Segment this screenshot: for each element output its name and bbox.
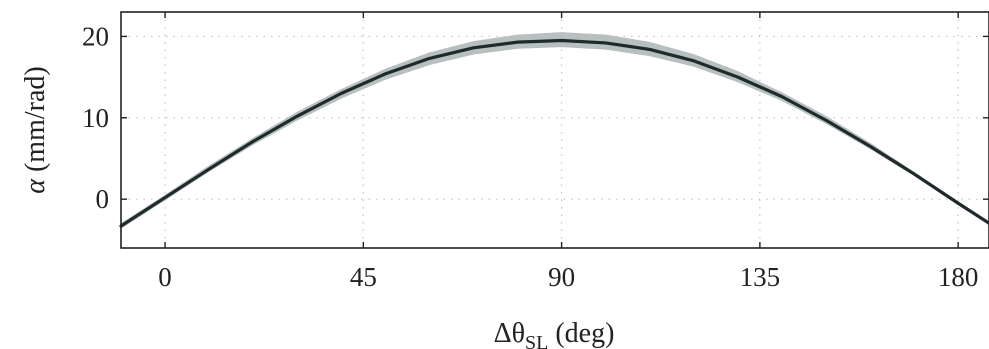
y-tick-label: 10: [82, 103, 109, 133]
y-axis: 0 10 20: [82, 21, 989, 214]
x-tick-label: 0: [158, 262, 172, 292]
uncertainty-band-area: [120, 32, 989, 229]
series-line-group: [119, 38, 989, 228]
x-tick-label: 45: [350, 262, 377, 292]
x-tick-label: 90: [548, 262, 575, 292]
uncertainty-band: [120, 32, 989, 229]
series-line: [119, 38, 989, 228]
y-axis-label: α (mm/rad): [20, 66, 51, 193]
x-tick-label: 135: [740, 262, 781, 292]
x-axis-label: ΔθSL (deg): [494, 318, 615, 349]
x-tick-label: 180: [938, 262, 979, 292]
plot-frame: [120, 11, 989, 249]
y-tick-label: 20: [82, 21, 109, 51]
y-tick-label: 0: [96, 184, 110, 214]
x-axis: 0 45 90 135 180: [158, 12, 978, 292]
